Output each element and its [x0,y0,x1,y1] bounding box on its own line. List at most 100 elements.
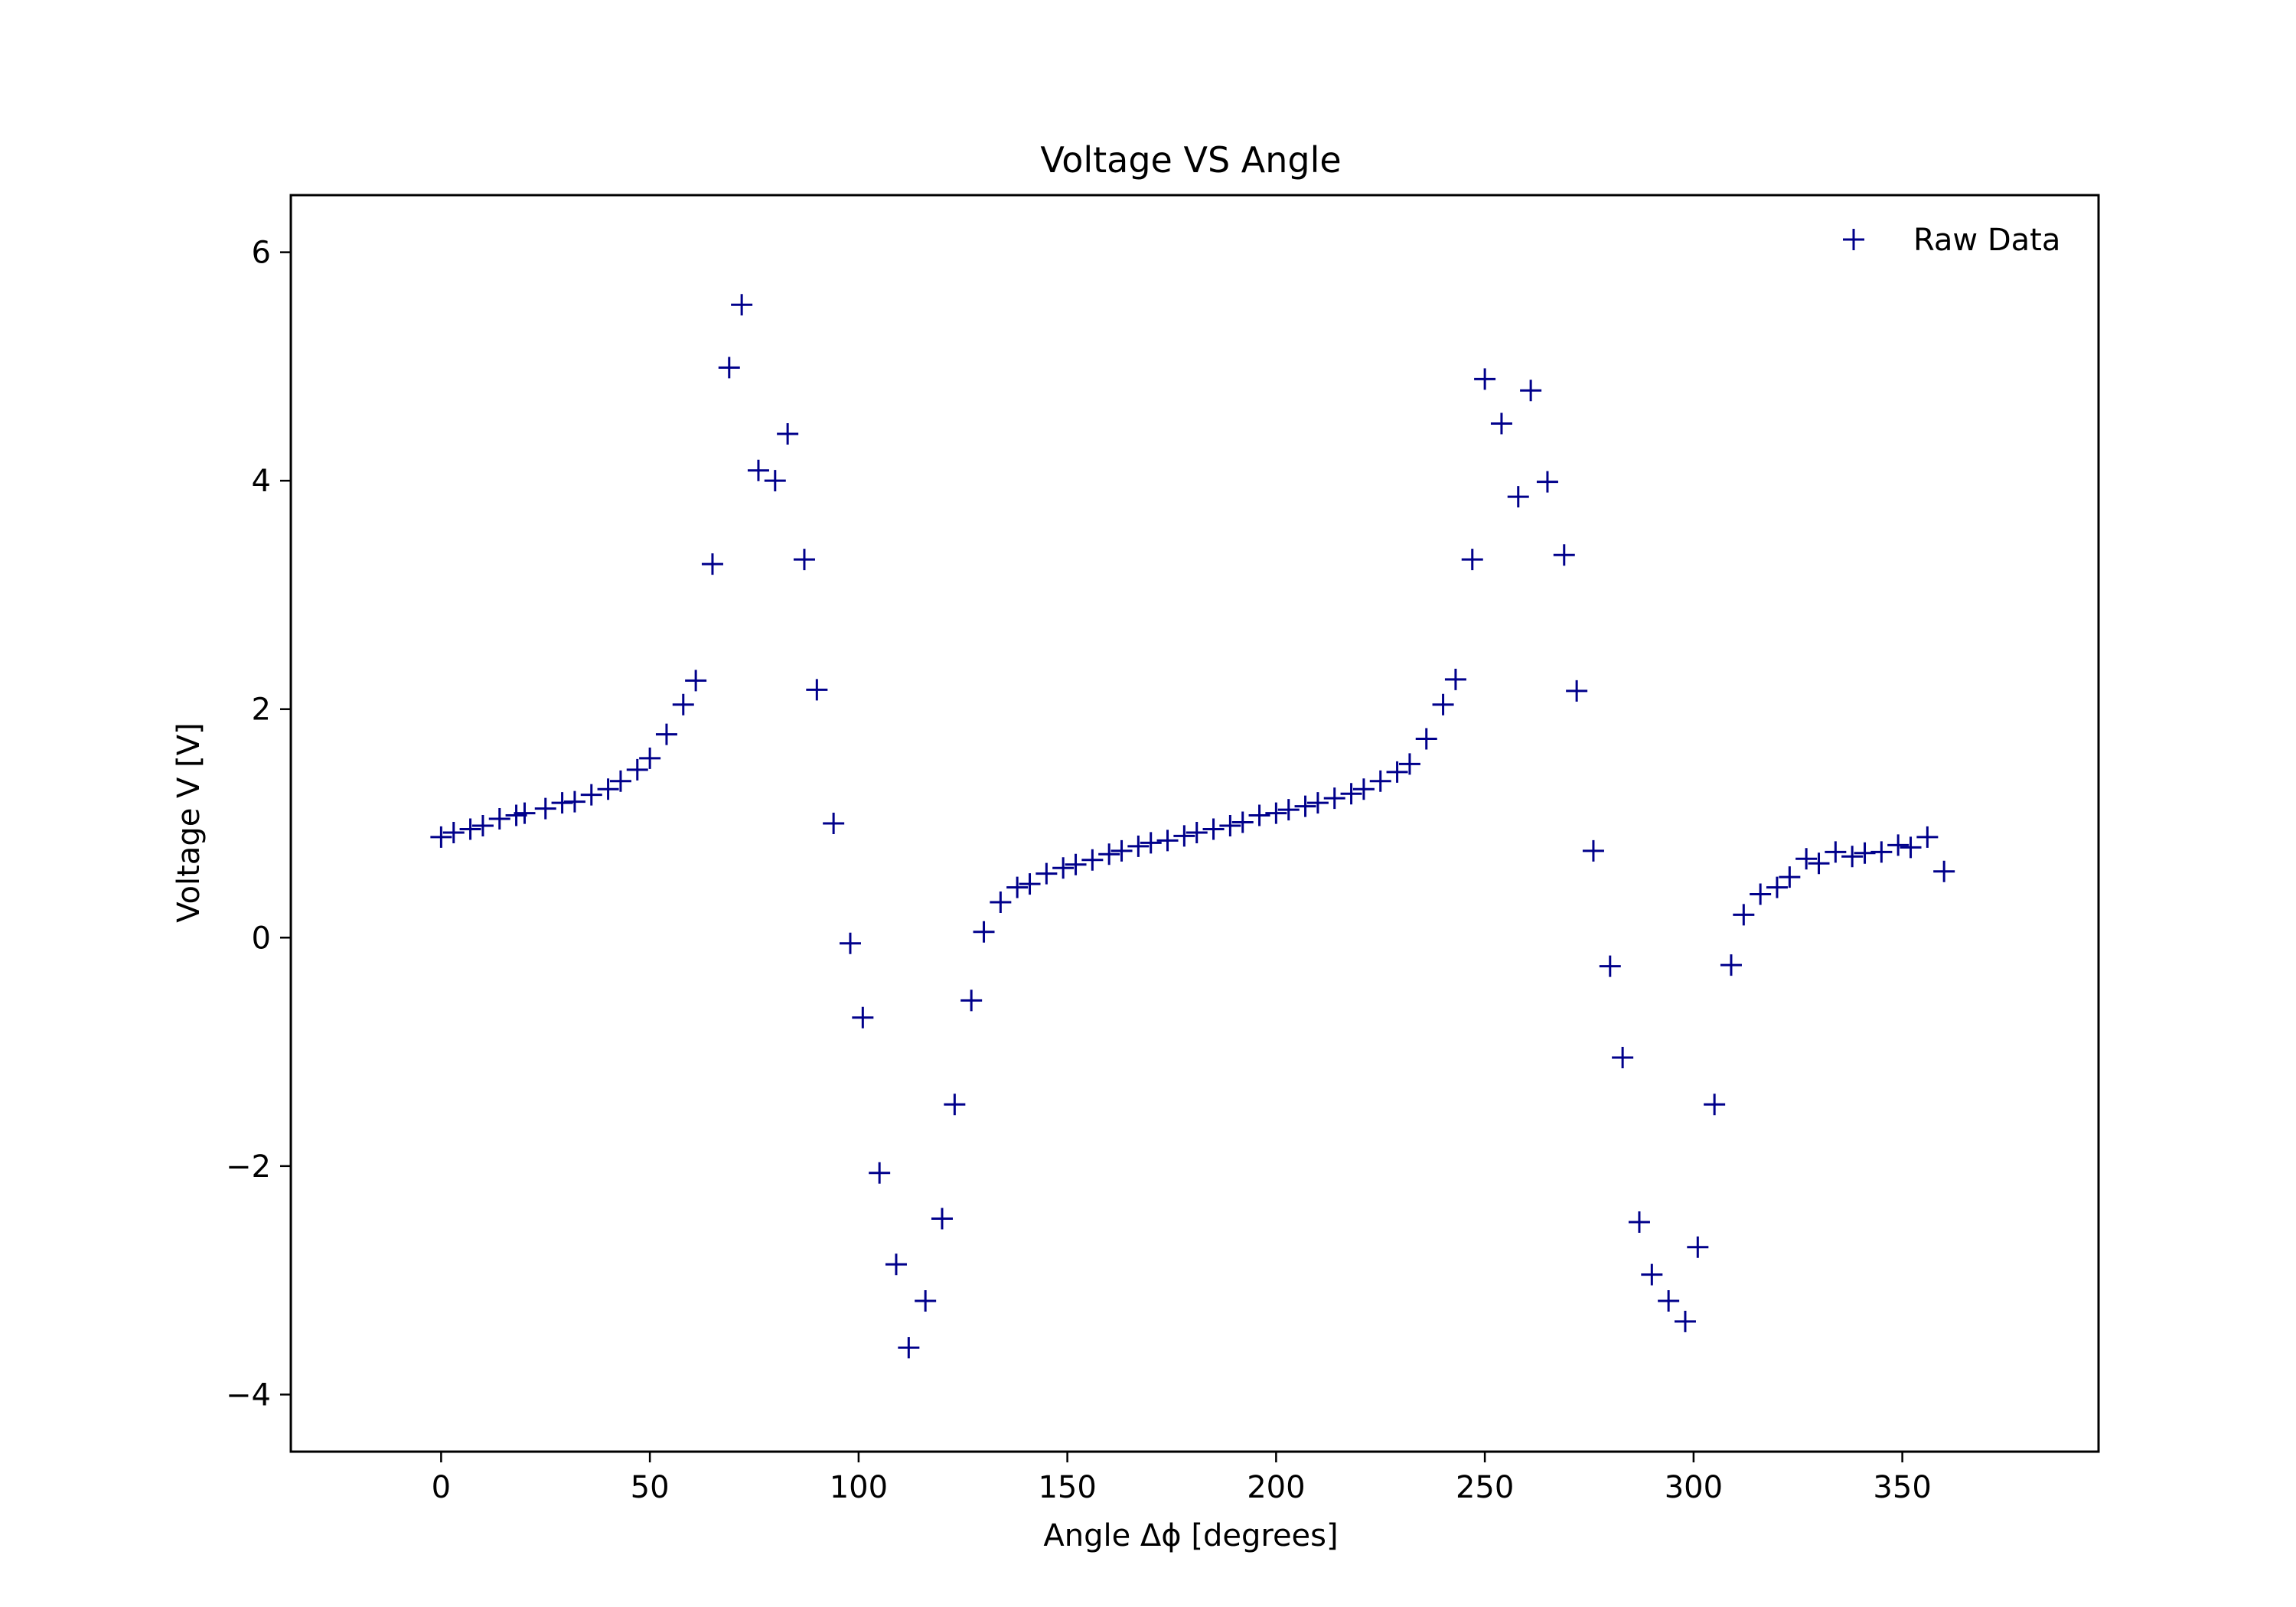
data-point [1306,792,1329,814]
x-tick-label-150: 150 [1038,1470,1096,1505]
y-tick-label-2: 2 [252,693,271,728]
data-point [1674,1310,1696,1332]
data-point [442,821,465,843]
data-point [852,1006,874,1028]
data-point [915,1289,937,1312]
data-point [1870,841,1893,863]
data-point [1779,866,1801,888]
data-point [1202,818,1225,840]
x-axis: 0 50 100 150 200 250 300 350 [432,1452,1932,1505]
data-point [1507,486,1529,508]
data-point [1444,668,1466,690]
data-point [1582,839,1604,862]
x-tick-label-0: 0 [432,1470,451,1505]
data-point [1474,368,1496,390]
data-point [1599,955,1621,977]
data-point [898,1337,920,1359]
data-point [793,549,815,571]
data-point [869,1162,891,1184]
legend-marker [1843,229,1864,250]
data-point [960,989,983,1012]
y-tick-label-6: 6 [252,236,271,271]
legend-label: Raw Data [1913,223,2060,258]
data-point [685,670,707,692]
data-point [430,826,452,848]
y-axis: −4 −2 0 2 4 6 [226,236,291,1413]
data-point [1704,1094,1726,1116]
x-axis-label: Angle Δϕ [degrees] [1043,1518,1338,1553]
data-point [1386,761,1408,783]
chart-title: Voltage VS Angle [1040,139,1341,181]
data-point [639,747,661,769]
data-point [1553,544,1575,566]
data-point [1490,412,1512,435]
data-point [1520,380,1542,402]
y-tick-label-4: 4 [252,464,271,499]
x-tick-label-100: 100 [830,1470,888,1505]
data-point [1766,876,1788,898]
y-tick-label--4: −4 [226,1377,271,1413]
data-point [1612,1047,1634,1069]
data-point [806,679,828,701]
data-point [764,470,786,492]
data-point [534,797,556,820]
x-tick-label-50: 50 [631,1470,670,1505]
data-point [1352,778,1375,800]
data-point [701,553,723,575]
data-point [1140,832,1162,854]
x-tick-label-350: 350 [1873,1470,1931,1505]
data-point [1398,753,1420,775]
data-point [626,758,648,781]
data-point [1065,853,1087,875]
data-point [1841,846,1864,868]
data-point [1019,873,1041,895]
data-point [1294,795,1316,817]
data-point [777,422,799,445]
data-point [1035,862,1058,885]
data-point [1750,883,1772,905]
data-point [1432,693,1454,715]
data-series-raw-data [430,294,1955,1359]
data-point [1248,804,1270,826]
data-point [1900,836,1922,859]
data-point [505,804,527,826]
data-point [1461,549,1483,571]
data-point [1733,904,1755,926]
data-point [488,808,510,830]
data-point [471,814,494,836]
data-point [1277,799,1300,821]
data-point [1006,876,1029,898]
data-point [973,921,995,943]
data-point [655,723,677,745]
data-point [1916,826,1939,848]
data-point [1219,814,1241,836]
data-point [1110,839,1133,862]
data-point [1052,857,1075,879]
data-point [1566,680,1588,702]
data-point [1687,1236,1709,1258]
data-point [1415,728,1437,750]
data-point [1720,954,1742,976]
data-point [1536,471,1558,493]
plot-frame [289,194,2100,1453]
data-point [1340,783,1362,805]
y-axis-label: Voltage V [V] [171,722,207,922]
data-point [823,813,845,834]
data-point [1127,835,1150,857]
data-point [1825,841,1847,863]
data-point [1265,802,1287,824]
data-point [1887,834,1910,856]
data-point [1156,830,1179,852]
y-tick-label-0: 0 [252,921,271,956]
data-point [672,693,694,715]
data-point [1369,770,1391,792]
legend: Raw Data [1843,223,2060,258]
data-point [580,784,602,806]
data-point [1323,787,1345,810]
data-point [1231,811,1254,833]
data-point [1658,1289,1680,1312]
data-point [563,790,585,813]
data-point [514,802,536,824]
data-point [718,357,740,379]
data-point [1098,843,1120,865]
